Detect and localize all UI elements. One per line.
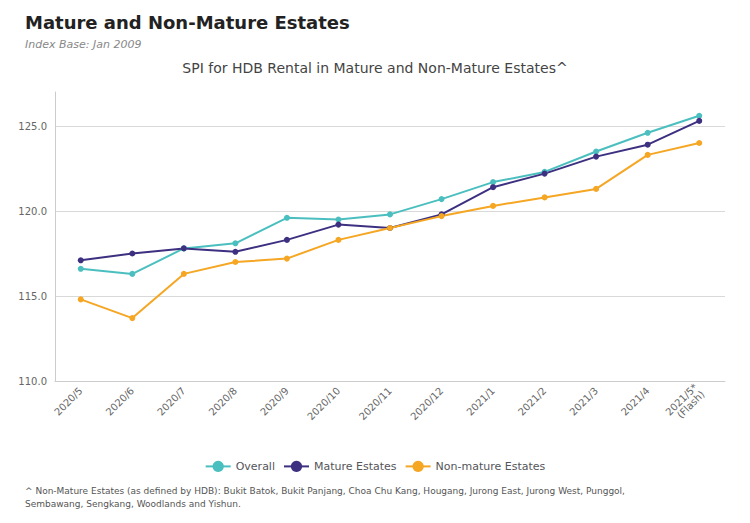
svg-text:Sembawang, Sengkang, Woodlands: Sembawang, Sengkang, Woodlands and Yishu…: [25, 499, 241, 509]
svg-text:2020/11: 2020/11: [357, 385, 394, 422]
svg-text:Overall: Overall: [236, 460, 275, 473]
svg-text:2020/7: 2020/7: [155, 385, 188, 418]
svg-text:2020/12: 2020/12: [408, 385, 445, 422]
svg-text:2021/4: 2021/4: [619, 385, 652, 418]
svg-text:2020/9: 2020/9: [258, 385, 291, 418]
svg-text:115.0: 115.0: [18, 291, 47, 302]
svg-text:110.0: 110.0: [18, 376, 47, 387]
svg-text:2021/5*: 2021/5*: [663, 381, 700, 418]
svg-text:2021/2: 2021/2: [516, 385, 549, 418]
svg-text:2020/6: 2020/6: [104, 385, 137, 418]
svg-text:SPI for HDB Rental in Mature a: SPI for HDB Rental in Mature and Non-Mat…: [182, 60, 567, 76]
svg-text:2020/10: 2020/10: [305, 385, 342, 422]
svg-text:2020/8: 2020/8: [207, 385, 240, 418]
svg-text:Mature Estates: Mature Estates: [314, 460, 397, 473]
svg-text:(Flash): (Flash): [675, 389, 707, 421]
svg-text:120.0: 120.0: [18, 206, 47, 217]
svg-text:^ Non-Mature Estates (as defin: ^ Non-Mature Estates (as defined by HDB)…: [25, 486, 625, 496]
svg-text:2021/3: 2021/3: [567, 385, 600, 418]
svg-text:Index Base: Jan 2009: Index Base: Jan 2009: [25, 38, 141, 51]
svg-text:2021/1: 2021/1: [464, 385, 497, 418]
svg-text:2020/5: 2020/5: [52, 385, 85, 418]
svg-text:Mature and Non-Mature Estates: Mature and Non-Mature Estates: [25, 12, 350, 33]
svg-text:Non-mature Estates: Non-mature Estates: [436, 460, 546, 473]
svg-text:125.0: 125.0: [18, 121, 47, 132]
